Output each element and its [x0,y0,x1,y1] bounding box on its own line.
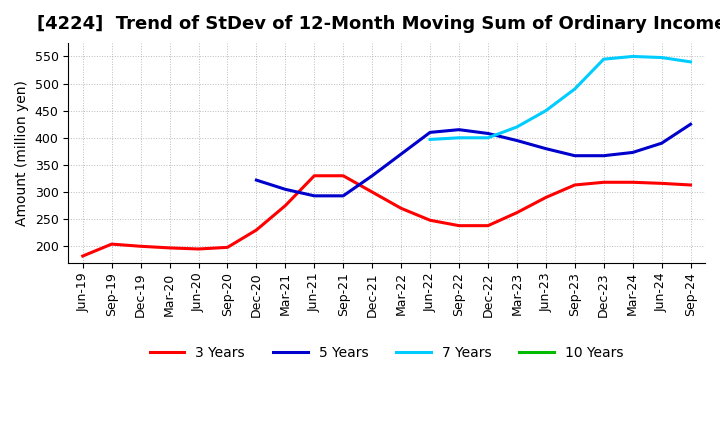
Legend: 3 Years, 5 Years, 7 Years, 10 Years: 3 Years, 5 Years, 7 Years, 10 Years [144,340,629,366]
Title: [4224]  Trend of StDev of 12-Month Moving Sum of Ordinary Incomes: [4224] Trend of StDev of 12-Month Moving… [37,15,720,33]
Y-axis label: Amount (million yen): Amount (million yen) [15,80,29,226]
